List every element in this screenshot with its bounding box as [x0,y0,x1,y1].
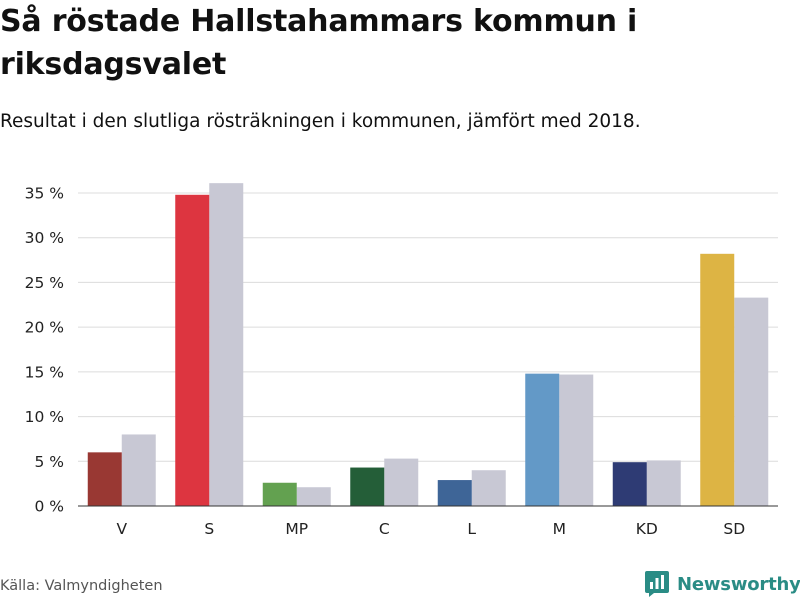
bar-2018-s [209,183,244,507]
y-axis: 0 % 5 % 10 % 15 % 20 % 25 % 30 % 35 % [25,185,64,516]
bar-2018-sd [734,297,769,506]
bar-2022-v [87,452,122,506]
bar-2018-m [559,374,594,506]
bar-2022-m [525,373,560,506]
bar-2022-l [437,480,472,506]
bar-2022-s [175,194,210,506]
x-tick-label: V [116,520,127,538]
bar-2018-c [384,458,419,506]
y-tick-label: 30 % [25,229,64,247]
bar-2018-mp [296,487,331,506]
newsworthy-logo-icon [645,571,669,597]
x-tick-label: KD [636,520,658,538]
x-tick-label: S [204,520,214,538]
y-tick-label: 25 % [25,274,64,292]
source-note: Källa: Valmyndigheten [0,578,163,594]
brand-logo: Newsworthy [645,569,800,599]
y-tick-label: 20 % [25,319,64,337]
bar-2022-c [350,467,385,506]
x-axis: V S MP C L M KD SD [78,505,778,538]
bar-2022-sd [700,253,735,506]
y-tick-label: 10 % [25,408,64,426]
bar-2022-kd [612,462,647,506]
chart-subtitle: Resultat i den slutliga rösträkningen i … [0,111,641,132]
bar-2018-v [121,434,156,506]
bar-2022-mp [262,482,297,506]
x-tick-label: MP [285,520,308,538]
bar-2018-kd [646,460,681,506]
x-tick-label: L [467,520,476,538]
brand-name: Newsworthy [677,573,800,595]
x-tick-label: M [553,520,566,538]
x-tick-label: C [379,520,390,538]
y-tick-label: 35 % [25,185,64,203]
x-tick-label: SD [723,520,745,538]
y-tick-label: 15 % [25,363,64,381]
bar-chart: 0 % 5 % 10 % 15 % 20 % 25 % 30 % 35 % V S MP C L M KD… [25,183,778,538]
y-tick-label: 0 % [34,498,64,516]
bar-2018-l [471,470,506,506]
chart-title: Så röstade Hallstahammars kommun i riksd… [0,4,638,82]
y-tick-label: 5 % [34,453,64,471]
bars [87,183,769,507]
